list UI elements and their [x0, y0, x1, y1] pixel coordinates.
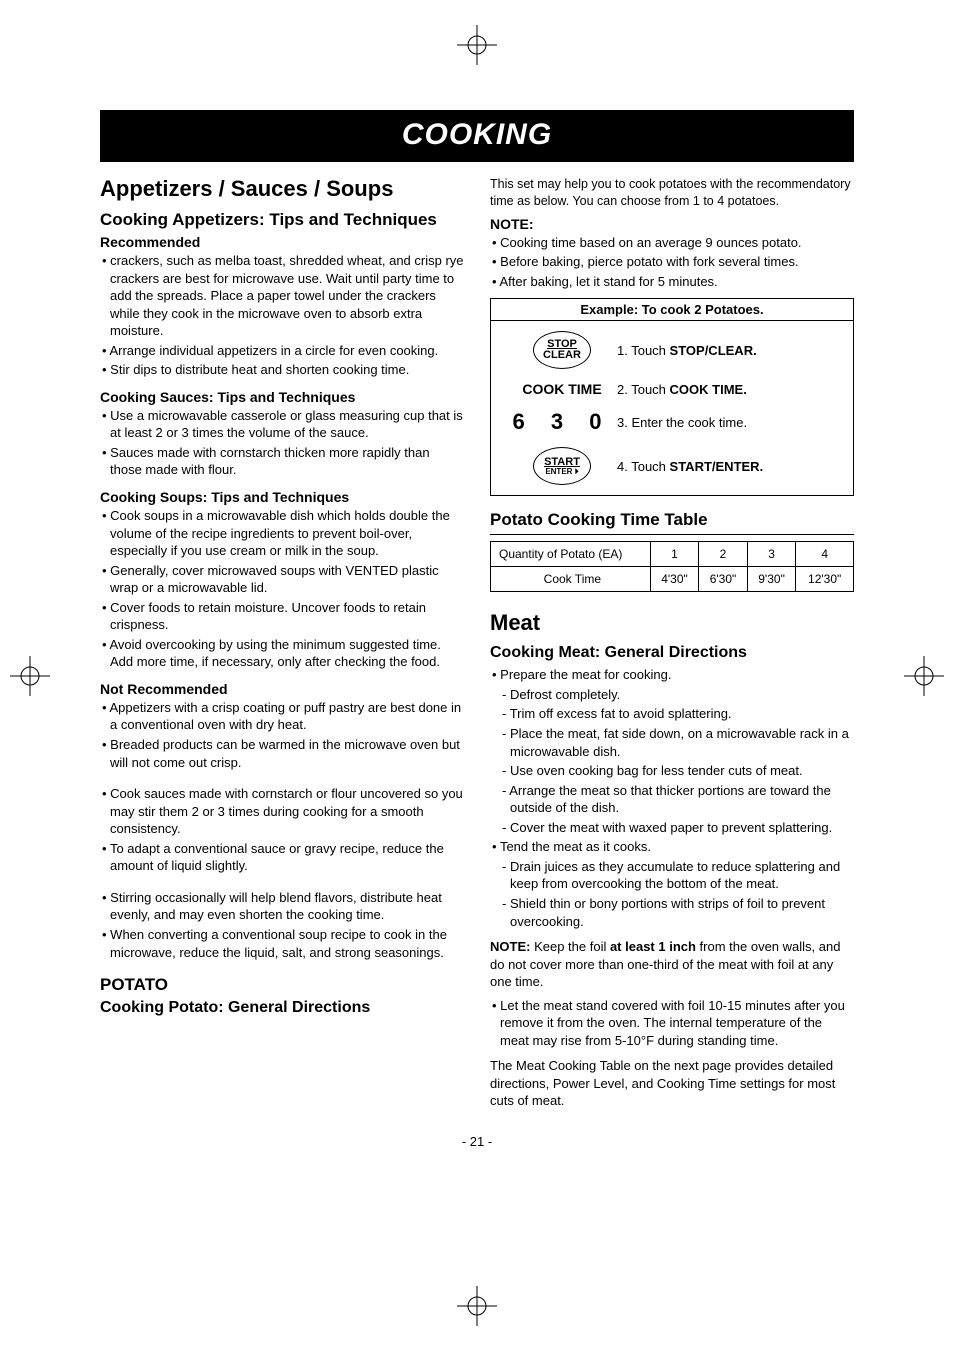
table-cell: 3: [747, 542, 796, 567]
time-table-title: Potato Cooking Time Table: [490, 510, 854, 530]
list-item: Let the meat stand covered with foil 10-…: [490, 997, 854, 1050]
stop-clear-button-icon: STOP CLEAR: [507, 331, 617, 369]
list-subitem: Place the meat, fat side down, on a micr…: [490, 725, 854, 760]
divider: [490, 534, 854, 535]
list-item: Sauces made with cornstarch thicken more…: [100, 444, 464, 479]
list-item: To adapt a conventional sauce or gravy r…: [100, 840, 464, 875]
potato-title: POTATO: [100, 975, 464, 995]
step-text: 2. Touch COOK TIME.: [617, 382, 747, 397]
example-box: Example: To cook 2 Potatoes. STOP CLEAR …: [490, 298, 854, 496]
list-item: Stir dips to distribute heat and shorten…: [100, 361, 464, 379]
table-cell: 12'30": [796, 567, 854, 592]
list-subitem: Trim off excess fat to avoid splattering…: [490, 705, 854, 723]
meat-subtitle: Cooking Meat: General Directions: [490, 644, 854, 662]
right-column: This set may help you to cook potatoes w…: [490, 176, 854, 1116]
potato-intro: This set may help you to cook potatoes w…: [490, 176, 854, 210]
list-item: Use a microwavable casserole or glass me…: [100, 407, 464, 442]
outro-paragraph: The Meat Cooking Table on the next page …: [490, 1057, 854, 1110]
list-item: Cover foods to retain moisture. Uncover …: [100, 599, 464, 634]
sauces-subtitle: Cooking Sauces: Tips and Techniques: [100, 389, 464, 405]
list-item: Breaded products can be warmed in the mi…: [100, 736, 464, 771]
page-content: COOKING Appetizers / Sauces / Soups Cook…: [100, 110, 854, 1149]
list-subitem: Defrost completely.: [490, 686, 854, 704]
soups-subtitle: Cooking Soups: Tips and Techniques: [100, 489, 464, 505]
list-item: Generally, cover microwaved soups with V…: [100, 562, 464, 597]
table-cell: 9'30": [747, 567, 796, 592]
list-item: Cooking time based on an average 9 ounce…: [490, 234, 854, 252]
start-enter-button-icon: START ENTER ⏵: [507, 447, 617, 485]
list-item: Stirring occasionally will help blend fl…: [100, 889, 464, 924]
list-subitem: Shield thin or bony portions with strips…: [490, 895, 854, 930]
example-header: Example: To cook 2 Potatoes.: [491, 299, 853, 321]
appetizers-subtitle: Cooking Appetizers: Tips and Techniques: [100, 210, 464, 230]
step-text: 1. Touch STOP/CLEAR.: [617, 343, 757, 358]
table-cell: 2: [699, 542, 748, 567]
button-label-bottom: ENTER ⏵: [545, 468, 578, 476]
table-cell: 6'30": [699, 567, 748, 592]
left-column: Appetizers / Sauces / Soups Cooking Appe…: [100, 176, 464, 1116]
crop-mark-left: [10, 656, 50, 696]
list-item: Before baking, pierce potato with fork s…: [490, 253, 854, 271]
potato-time-table: Quantity of Potato (EA) 1 2 3 4 Cook Tim…: [490, 541, 854, 592]
list-subitem: Use oven cooking bag for less tender cut…: [490, 762, 854, 780]
crop-mark-top: [457, 25, 497, 65]
table-cell: Quantity of Potato (EA): [491, 542, 651, 567]
crop-mark-right: [904, 656, 944, 696]
list-item: Prepare the meat for cooking.: [490, 666, 854, 684]
section-title: Appetizers / Sauces / Soups: [100, 176, 464, 202]
table-row: Quantity of Potato (EA) 1 2 3 4: [491, 542, 854, 567]
table-cell: 4'30": [650, 567, 699, 592]
crop-mark-bottom: [457, 1286, 497, 1326]
list-item: Cook sauces made with cornstarch or flou…: [100, 785, 464, 838]
list-subitem: Arrange the meat so that thicker portion…: [490, 782, 854, 817]
cook-time-label-icon: COOK TIME: [507, 381, 617, 397]
table-cell: 1: [650, 542, 699, 567]
step-text: 3. Enter the cook time.: [617, 415, 747, 430]
page-number: - 21 -: [100, 1134, 854, 1149]
note-label: NOTE:: [490, 216, 854, 232]
not-recommended-label: Not Recommended: [100, 681, 464, 697]
recommended-label: Recommended: [100, 234, 464, 250]
note-paragraph: NOTE: Keep the foil at least 1 inch from…: [490, 938, 854, 991]
list-subitem: Cover the meat with waxed paper to preve…: [490, 819, 854, 837]
list-item: Arrange individual appetizers in a circl…: [100, 342, 464, 360]
table-cell: 4: [796, 542, 854, 567]
list-subitem: Drain juices as they accumulate to reduc…: [490, 858, 854, 893]
potato-subtitle: Cooking Potato: General Directions: [100, 999, 464, 1017]
list-item: When converting a conventional soup reci…: [100, 926, 464, 961]
list-item: Avoid overcooking by using the minimum s…: [100, 636, 464, 671]
list-item: After baking, let it stand for 5 minutes…: [490, 273, 854, 291]
table-cell: Cook Time: [491, 567, 651, 592]
page-banner: COOKING: [100, 110, 854, 162]
list-item: crackers, such as melba toast, shredded …: [100, 252, 464, 340]
button-label-bottom: CLEAR: [543, 350, 581, 361]
list-item: Appetizers with a crisp coating or puff …: [100, 699, 464, 734]
step-text: 4. Touch START/ENTER.: [617, 459, 763, 474]
list-item: Cook soups in a microwavable dish which …: [100, 507, 464, 560]
meat-title: Meat: [490, 610, 854, 636]
list-item: Tend the meat as it cooks.: [490, 838, 854, 856]
digits-display: 6 3 0: [507, 409, 617, 435]
table-row: Cook Time 4'30" 6'30" 9'30" 12'30": [491, 567, 854, 592]
